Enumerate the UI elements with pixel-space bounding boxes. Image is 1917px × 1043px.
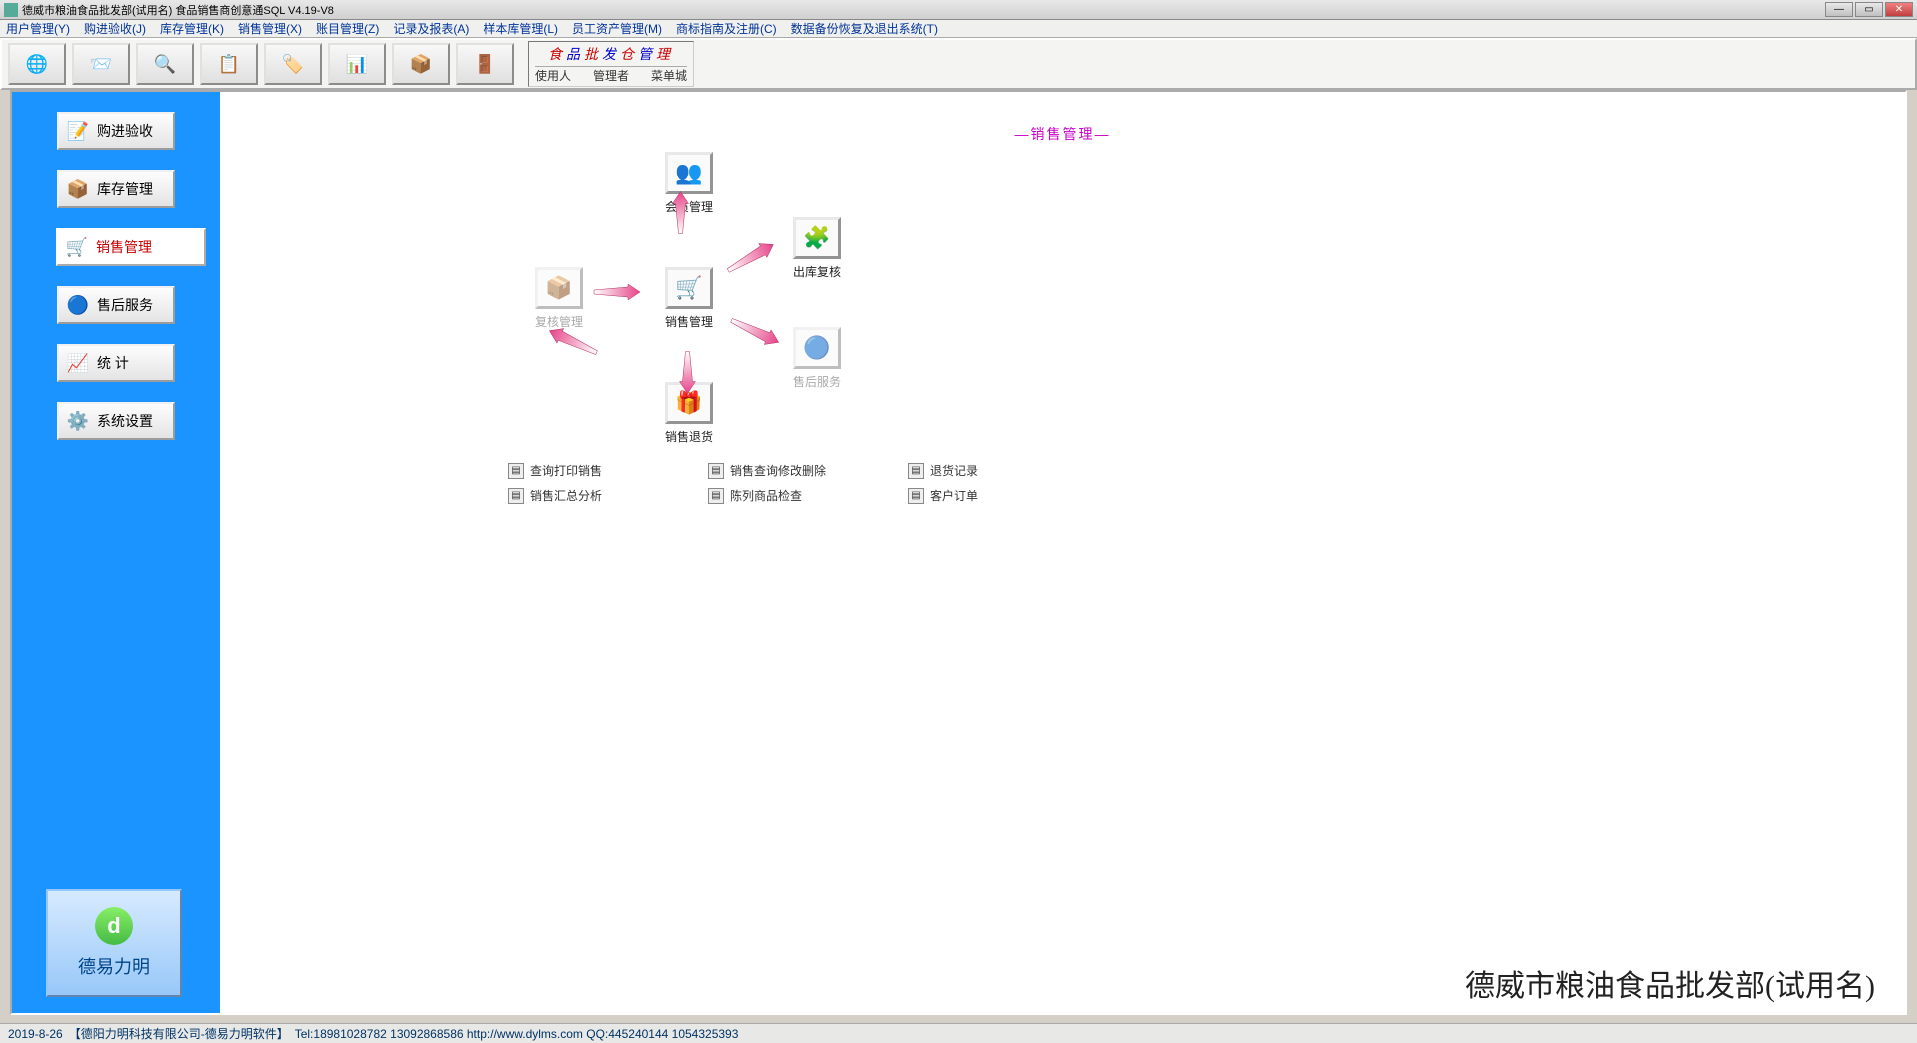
arrow-1	[594, 284, 642, 307]
banner-top: 食品批发仓管理	[535, 44, 687, 67]
menu-item-4[interactable]: 账目管理(Z)	[316, 20, 379, 37]
tb-list[interactable]: 📋	[200, 43, 258, 85]
brand-logo: d 德易力明	[46, 889, 182, 997]
banner-bottom: 使用人管理者菜单城	[535, 67, 687, 84]
arrow-2	[724, 237, 782, 284]
node-aftersale-icon: 🔵	[793, 327, 841, 369]
doclink-5[interactable]: ▤客户订单	[908, 487, 1088, 504]
tb-tags[interactable]: 🏷️	[264, 43, 322, 85]
doclink-3[interactable]: ▤销售汇总分析	[508, 487, 688, 504]
doc-icon: ▤	[708, 463, 724, 479]
sidebar-purchase[interactable]: 📝 购进验收	[57, 112, 175, 150]
node-review-icon: 📦	[535, 267, 583, 309]
doc-icon: ▤	[708, 488, 724, 504]
sidebar-stock-icon: 📦	[67, 178, 89, 200]
sidebar-settings[interactable]: ⚙️ 系统设置	[57, 402, 175, 440]
node-center-icon: 🛒	[665, 267, 713, 309]
doc-links: ▤查询打印销售▤销售查询修改删除▤退货记录▤销售汇总分析▤陈列商品检查▤客户订单	[508, 462, 1068, 504]
titlebar: 德威市粮油食品批发部(试用名) 食品销售商创意通SQL V4.19-V8 — ▭…	[0, 0, 1917, 20]
tb-box[interactable]: 📦	[392, 43, 450, 85]
tb-search[interactable]: 🔍	[136, 43, 194, 85]
node-center[interactable]: 🛒 销售管理	[650, 267, 728, 330]
sidebar-stats-label: 统 计	[97, 353, 129, 373]
node-member[interactable]: 👥 会员管理	[650, 152, 728, 215]
toolbar: 🌐📨🔍📋🏷️📊📦🚪 食品批发仓管理使用人管理者菜单城	[0, 38, 1917, 90]
menu-item-7[interactable]: 员工资产管理(M)	[572, 20, 662, 37]
doclink-4[interactable]: ▤陈列商品检查	[708, 487, 888, 504]
workarea: 📝 购进验收 📦 库存管理 🛒 销售管理 🔵 售后服务 📈 统 计 ⚙️ 系统设置 d 德易力明 —销…	[10, 90, 1907, 1015]
node-review-label: 复核管理	[535, 313, 583, 330]
doclink-1[interactable]: ▤销售查询修改删除	[708, 462, 888, 479]
node-outbound[interactable]: 🧩 出库复核	[778, 217, 856, 280]
tb-chart[interactable]: 📊	[328, 43, 386, 85]
doc-icon: ▤	[908, 463, 924, 479]
diagram-canvas: —销售管理— ▤查询打印销售 ▤销售查询修改删除 ▤退货记录 ▤销售汇总分析 ▤陈列商品…	[220, 92, 1905, 1013]
sidebar-stock[interactable]: 📦 库存管理	[57, 170, 175, 208]
node-review: 📦 复核管理	[520, 267, 598, 330]
menu-item-0[interactable]: 用户管理(Y)	[6, 20, 70, 37]
menu-item-3[interactable]: 销售管理(X)	[238, 20, 302, 37]
sidebar-aftersale[interactable]: 🔵 售后服务	[57, 286, 175, 324]
tb-mail[interactable]: 📨	[72, 43, 130, 85]
sidebar-stock-label: 库存管理	[97, 179, 153, 199]
sidebar-stats[interactable]: 📈 统 计	[57, 344, 175, 382]
doc-icon: ▤	[508, 463, 524, 479]
statusbar: 2019-8-26 【德阳力明科技有限公司-德易力明软件】 Tel:189810…	[0, 1023, 1917, 1043]
arrow-3	[725, 313, 784, 357]
sidebar-settings-label: 系统设置	[97, 411, 153, 431]
node-aftersale: 🔵 售后服务	[778, 327, 856, 390]
minimize-button[interactable]: —	[1825, 2, 1853, 17]
app-icon	[4, 3, 18, 17]
node-member-label: 会员管理	[665, 198, 713, 215]
maximize-button[interactable]: ▭	[1855, 2, 1883, 17]
sidebar-aftersale-icon: 🔵	[67, 294, 89, 316]
menu-item-8[interactable]: 商标指南及注册(C)	[676, 20, 777, 37]
doclink-2[interactable]: ▤退货记录	[908, 462, 1088, 479]
window-controls: — ▭ ✕	[1825, 2, 1913, 17]
menubar: 用户管理(Y) 购进验收(J) 库存管理(K) 销售管理(X) 账目管理(Z) 记录及报表…	[0, 20, 1917, 38]
sidebar-sales[interactable]: 🛒 销售管理	[56, 228, 206, 266]
diagram-title: —销售管理—	[1015, 124, 1111, 144]
tb-exit[interactable]: 🚪	[456, 43, 514, 85]
menu-item-2[interactable]: 库存管理(K)	[160, 20, 224, 37]
sidebar-aftersale-label: 售后服务	[97, 295, 153, 315]
sidebar-sales-label: 销售管理	[96, 237, 152, 257]
window-title: 德威市粮油食品批发部(试用名) 食品销售商创意通SQL V4.19-V8	[22, 2, 334, 18]
status-company: 【德阳力明科技有限公司-德易力明软件】	[69, 1025, 289, 1042]
status-contact: Tel:18981028782 13092868586 http://www.d…	[295, 1027, 739, 1041]
brand-logo-icon: d	[95, 907, 133, 945]
brand-logo-text: 德易力明	[78, 953, 150, 979]
tb-home[interactable]: 🌐	[8, 43, 66, 85]
toolbar-banner: 食品批发仓管理使用人管理者菜单城	[528, 41, 694, 87]
node-center-label: 销售管理	[665, 313, 713, 330]
doc-icon: ▤	[508, 488, 524, 504]
close-button[interactable]: ✕	[1885, 2, 1913, 17]
sidebar-purchase-label: 购进验收	[97, 121, 153, 141]
node-aftersale-label: 售后服务	[793, 373, 841, 390]
node-return-label: 销售退货	[665, 428, 713, 445]
node-member-icon: 👥	[665, 152, 713, 194]
sidebar-sales-icon: 🛒	[66, 236, 88, 258]
doclink-0[interactable]: ▤查询打印销售	[508, 462, 688, 479]
sidebar-purchase-icon: 📝	[67, 120, 89, 142]
sidebar: 📝 购进验收 📦 库存管理 🛒 销售管理 🔵 售后服务 📈 统 计 ⚙️ 系统设置 d 德易力明	[12, 92, 220, 1013]
menu-item-6[interactable]: 样本库管理(L)	[483, 20, 558, 37]
sidebar-stats-icon: 📈	[67, 352, 89, 374]
doc-icon: ▤	[908, 488, 924, 504]
node-outbound-label: 出库复核	[793, 263, 841, 280]
node-outbound-icon: 🧩	[793, 217, 841, 259]
node-return[interactable]: 🎁 销售退货	[650, 382, 728, 445]
company-name-large: 德威市粮油食品批发部(试用名)	[1465, 961, 1875, 1005]
menu-item-5[interactable]: 记录及报表(A)	[393, 20, 469, 37]
node-return-icon: 🎁	[665, 382, 713, 424]
status-date: 2019-8-26	[8, 1027, 63, 1041]
menu-item-9[interactable]: 数据备份恢复及退出系统(T)	[791, 20, 938, 37]
sidebar-settings-icon: ⚙️	[67, 410, 89, 432]
menu-item-1[interactable]: 购进验收(J)	[84, 20, 146, 37]
